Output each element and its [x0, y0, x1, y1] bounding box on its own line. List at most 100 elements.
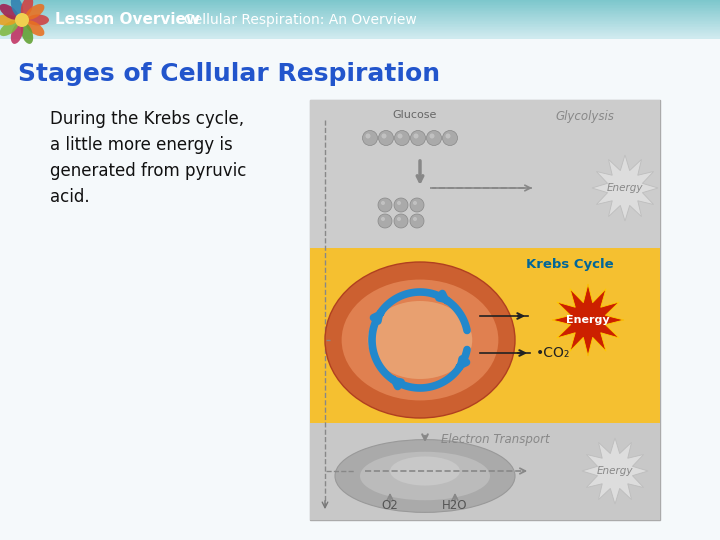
Circle shape — [381, 217, 385, 221]
Bar — [0, 22, 720, 23]
Bar — [0, 239, 720, 255]
Circle shape — [378, 198, 392, 212]
Circle shape — [426, 131, 441, 145]
Bar — [310, 423, 660, 520]
Text: Energy: Energy — [597, 466, 634, 476]
Bar — [0, 6, 720, 8]
Bar — [0, 205, 720, 222]
Bar — [0, 37, 720, 38]
Text: a little more energy is: a little more energy is — [50, 136, 233, 154]
Ellipse shape — [11, 23, 23, 44]
Bar — [0, 12, 720, 14]
Bar — [0, 18, 720, 19]
Text: Glycolysis: Glycolysis — [556, 110, 614, 123]
Bar — [0, 0, 720, 1]
Bar — [0, 35, 720, 36]
Text: Energy: Energy — [607, 183, 643, 193]
Text: Glucose: Glucose — [393, 110, 437, 120]
Bar — [0, 21, 720, 23]
Bar — [0, 222, 720, 239]
Bar — [0, 13, 720, 14]
Circle shape — [410, 198, 424, 212]
Text: •CO₂: •CO₂ — [536, 346, 570, 360]
Circle shape — [397, 133, 402, 138]
Ellipse shape — [368, 301, 472, 379]
Bar — [0, 24, 720, 25]
Bar — [0, 15, 720, 16]
Bar — [0, 406, 720, 423]
Bar — [0, 20, 720, 21]
Ellipse shape — [25, 4, 45, 19]
Bar — [0, 36, 720, 37]
Circle shape — [413, 133, 418, 138]
Bar — [0, 3, 720, 4]
Bar — [0, 33, 720, 35]
Bar — [0, 2, 720, 4]
Ellipse shape — [0, 21, 19, 36]
Circle shape — [379, 131, 394, 145]
Polygon shape — [582, 438, 648, 504]
Bar — [0, 7, 720, 8]
Bar — [0, 306, 720, 322]
Circle shape — [394, 198, 408, 212]
Bar — [0, 16, 720, 17]
Ellipse shape — [335, 440, 515, 512]
Ellipse shape — [325, 262, 515, 418]
Circle shape — [410, 131, 426, 145]
Text: Lesson Overview: Lesson Overview — [55, 12, 200, 28]
Text: Energy: Energy — [566, 315, 610, 325]
Circle shape — [381, 201, 385, 205]
Ellipse shape — [341, 280, 498, 401]
Text: Electron Transport: Electron Transport — [441, 433, 549, 446]
Bar — [0, 26, 720, 27]
Bar — [310, 100, 660, 520]
Bar — [0, 31, 720, 32]
Bar — [0, 272, 720, 289]
Text: Stages of Cellular Respiration: Stages of Cellular Respiration — [18, 62, 440, 86]
Bar — [0, 71, 720, 88]
Bar — [0, 339, 720, 356]
Bar — [0, 105, 720, 122]
Bar — [0, 138, 720, 155]
Bar — [0, 490, 720, 507]
Bar — [0, 32, 720, 33]
Bar — [0, 289, 720, 306]
Ellipse shape — [0, 15, 17, 25]
Text: H2O: H2O — [442, 499, 468, 512]
Ellipse shape — [360, 452, 490, 500]
Circle shape — [394, 214, 408, 228]
Bar — [0, 389, 720, 406]
Bar — [0, 33, 720, 34]
Text: generated from pyruvic: generated from pyruvic — [50, 162, 246, 180]
Bar — [0, 30, 720, 31]
Circle shape — [443, 131, 457, 145]
Bar — [0, 25, 720, 26]
Circle shape — [397, 217, 401, 221]
Bar — [0, 8, 720, 10]
Ellipse shape — [25, 21, 45, 36]
Ellipse shape — [21, 23, 33, 44]
Bar — [0, 38, 720, 55]
Bar — [0, 88, 720, 105]
Bar — [0, 423, 720, 440]
Ellipse shape — [27, 15, 49, 25]
Bar — [0, 322, 720, 339]
Bar — [0, 15, 720, 16]
Bar — [0, 172, 720, 188]
Text: Cellular Respiration: An Overview: Cellular Respiration: An Overview — [184, 13, 416, 27]
Bar — [0, 14, 720, 15]
Bar — [0, 188, 720, 205]
Bar — [0, 28, 720, 29]
Bar — [0, 11, 720, 12]
Bar — [0, 473, 720, 490]
Polygon shape — [592, 155, 658, 221]
Text: acid.: acid. — [50, 188, 89, 206]
Circle shape — [410, 214, 424, 228]
Bar — [0, 9, 720, 10]
Bar — [0, 523, 720, 540]
Bar — [0, 155, 720, 172]
Circle shape — [366, 133, 371, 138]
Circle shape — [446, 133, 451, 138]
Circle shape — [15, 13, 29, 27]
Circle shape — [395, 131, 410, 145]
